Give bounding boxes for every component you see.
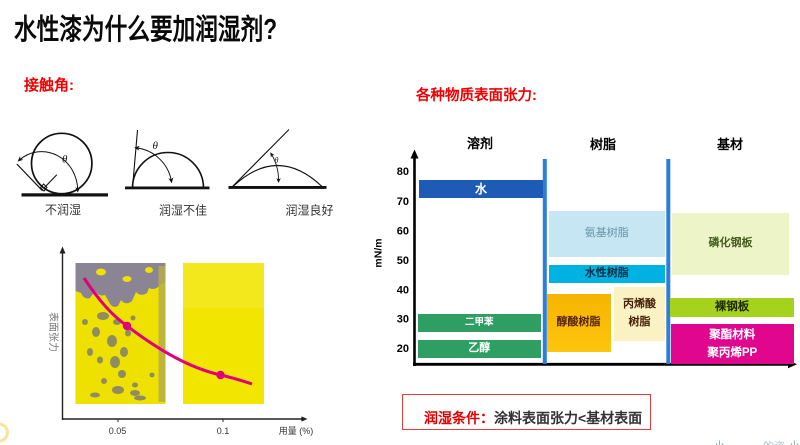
- svg-text:小: 小: [714, 440, 725, 445]
- svg-text:50: 50: [397, 255, 409, 267]
- svg-text:润湿良好: 润湿良好: [285, 203, 333, 218]
- svg-text:θ: θ: [153, 140, 159, 152]
- svg-text:表面张力: 表面张力: [47, 312, 60, 352]
- svg-text:润湿不佳: 润湿不佳: [159, 203, 207, 218]
- svg-text:30: 30: [397, 314, 409, 326]
- svg-text:0.1: 0.1: [217, 426, 230, 436]
- svg-text:0.05: 0.05: [109, 426, 127, 436]
- svg-text:60: 60: [397, 226, 409, 238]
- svg-text:20: 20: [397, 343, 409, 355]
- svg-text:70: 70: [397, 196, 409, 208]
- svg-text:θ: θ: [62, 154, 68, 166]
- svg-text:的资: 的资: [763, 439, 785, 445]
- svg-text:不润湿: 不润湿: [45, 202, 81, 217]
- svg-text:mN/m: mN/m: [373, 238, 385, 267]
- svg-text:小: 小: [789, 440, 800, 445]
- svg-text:80: 80: [397, 166, 409, 178]
- svg-text:用量 (%): 用量 (%): [279, 426, 314, 436]
- svg-text:40: 40: [397, 285, 409, 297]
- svg-text:θ: θ: [275, 156, 279, 165]
